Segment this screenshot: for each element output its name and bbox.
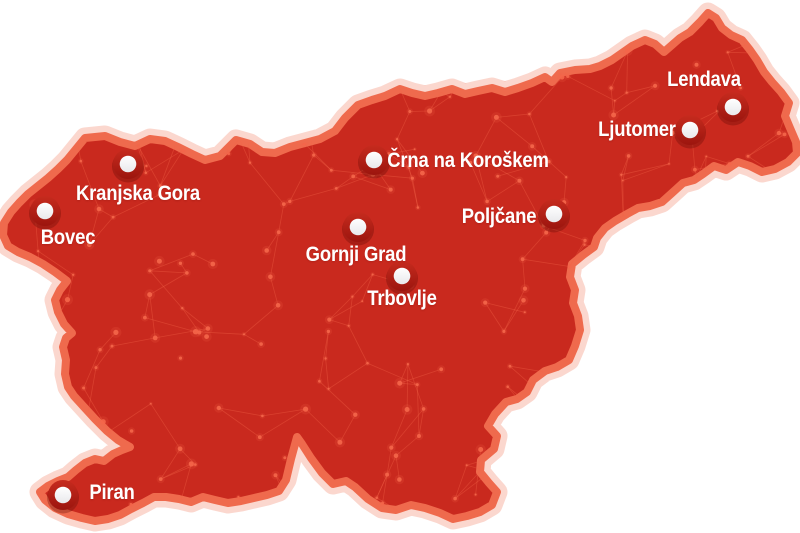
city-marker-trbovlje[interactable] bbox=[386, 261, 418, 295]
city-marker-ljutomer[interactable] bbox=[674, 115, 706, 149]
city-marker-lendava[interactable] bbox=[717, 92, 749, 126]
marker-core bbox=[365, 151, 383, 169]
city-label-trbovlje[interactable]: Trbovlje bbox=[367, 287, 437, 310]
city-label-ljutomer[interactable]: Ljutomer bbox=[598, 118, 676, 141]
city-label-poljcane[interactable]: Poljčane bbox=[461, 205, 537, 228]
marker-core bbox=[393, 267, 411, 285]
city-label-bovec[interactable]: Bovec bbox=[40, 226, 96, 249]
city-label-crna-na-koroskem[interactable]: Črna na Koroškem bbox=[387, 149, 549, 172]
city-markers-layer bbox=[29, 92, 749, 514]
marker-core bbox=[119, 155, 137, 173]
marker-core bbox=[349, 218, 367, 236]
city-label-piran[interactable]: Piran bbox=[89, 481, 135, 504]
marker-core bbox=[36, 202, 54, 220]
marker-core bbox=[54, 486, 72, 504]
city-marker-poljcane[interactable] bbox=[538, 199, 570, 233]
marker-core bbox=[545, 205, 563, 223]
city-label-lendava[interactable]: Lendava bbox=[667, 68, 741, 91]
city-marker-crna-na-koroskem[interactable] bbox=[358, 145, 390, 179]
city-marker-piran[interactable] bbox=[47, 480, 79, 514]
marker-core bbox=[724, 98, 742, 116]
city-label-kranjska-gora[interactable]: Kranjska Gora bbox=[75, 182, 201, 205]
city-label-gornji-grad[interactable]: Gornji Grad bbox=[305, 243, 407, 266]
city-marker-gornji-grad[interactable] bbox=[342, 212, 374, 246]
city-marker-bovec[interactable] bbox=[29, 196, 61, 230]
city-marker-kranjska-gora[interactable] bbox=[112, 149, 144, 183]
marker-core bbox=[681, 121, 699, 139]
